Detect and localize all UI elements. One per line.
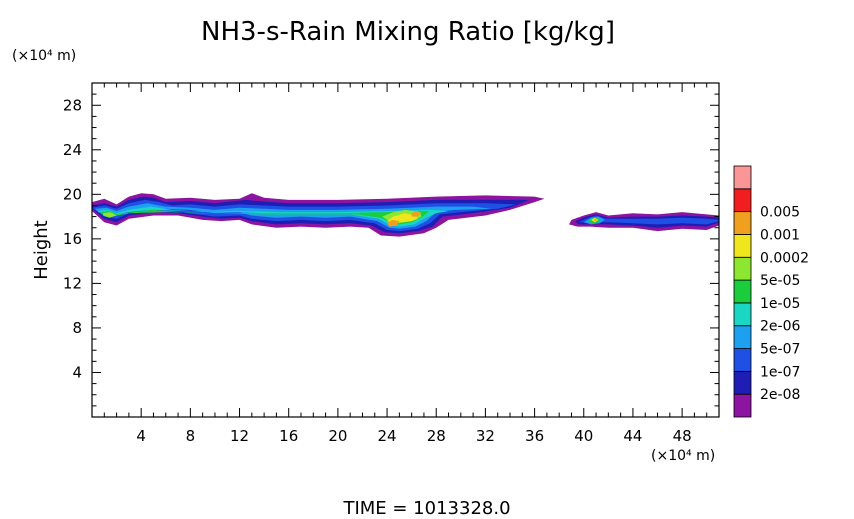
colorbar-swatch-0 [733, 393, 752, 418]
y-tick-label-20: 20 [63, 185, 82, 203]
colorbar-swatch-7 [733, 234, 752, 258]
colorbar-swatch-6 [733, 256, 752, 281]
time-footer: TIME = 1013328.0 [342, 498, 510, 519]
main-anvil-level-8-9 [387, 219, 400, 227]
colorbar-label-3: 5e-05 [760, 273, 800, 289]
colorbar-label-5: 2e-06 [760, 319, 800, 335]
y-tick-label-4: 4 [72, 363, 82, 381]
y-axis-label: Height [31, 220, 52, 280]
x-tick-label-44: 44 [623, 427, 642, 445]
east-cloud-level-2-13 [578, 215, 719, 225]
colorbar-swatch-10 [733, 165, 752, 190]
x-tick-label-12: 12 [230, 427, 249, 445]
x-tick-label-28: 28 [427, 427, 446, 445]
colorbar-swatch-4 [733, 302, 752, 327]
y-tick-label-24: 24 [63, 141, 82, 159]
colorbar-label-8: 2e-08 [760, 387, 800, 403]
main-anvil-level-5-5 [100, 209, 429, 225]
y-tick-label-8: 8 [72, 319, 82, 337]
main-anvil-level-4-4 [98, 206, 449, 227]
y-axis-unit: (×10⁴ m) [12, 48, 76, 64]
x-tick-label-24: 24 [378, 427, 397, 445]
colorbar-swatch-2 [733, 348, 752, 372]
main-anvil-level-7-8 [387, 213, 418, 223]
x-tick-label-8: 8 [186, 427, 196, 445]
colorbar-swatch-1 [733, 370, 752, 395]
x-tick-label-20: 20 [328, 427, 347, 445]
y-tick-label-28: 28 [63, 96, 82, 114]
main-anvil-level-6-6 [103, 212, 117, 218]
main-anvil-level-8-10 [411, 211, 422, 217]
y-tick-label-12: 12 [63, 274, 82, 292]
heatmap-regions [92, 193, 719, 237]
colorbar: 0.005 0.001 0.0002 5e-05 1e-05 2e-06 5e-07 1e-0… [733, 165, 809, 418]
colorbar-swatch-3 [733, 325, 752, 349]
axis-ticks [92, 83, 719, 417]
x-tick-label-40: 40 [574, 427, 593, 445]
colorbar-label-1: 0.001 [760, 227, 800, 243]
x-tick-label-32: 32 [476, 427, 495, 445]
x-tick-label-36: 36 [525, 427, 544, 445]
x-tick-label-4: 4 [136, 427, 146, 445]
colorbar-label-7: 1e-07 [760, 364, 800, 380]
colorbar-label-2: 0.0002 [760, 250, 809, 266]
colorbar-swatch-9 [733, 188, 752, 213]
colorbar-label-4: 1e-05 [760, 296, 800, 312]
colorbar-swatch-5 [733, 279, 752, 304]
y-tick-labels: 4 8 12 16 20 24 28 [63, 96, 82, 381]
east-cloud-level-8-17 [593, 218, 598, 222]
colorbar-swatch-8 [733, 211, 752, 235]
plot-frame [91, 82, 720, 418]
plot-area [91, 82, 720, 418]
colorbar-label-0: 0.005 [760, 205, 800, 221]
y-tick-label-16: 16 [63, 230, 82, 248]
plot-background [92, 83, 719, 417]
x-tick-labels: 4 8 12 16 20 24 28 32 36 40 44 48 [136, 427, 691, 445]
colorbar-label-6: 5e-07 [760, 342, 800, 358]
x-tick-label-16: 16 [279, 427, 298, 445]
chart-title: NH3-s-Rain Mixing Ratio [kg/kg] [201, 17, 615, 47]
x-axis-unit: (×10⁴ m) [651, 448, 715, 464]
x-tick-label-48: 48 [673, 427, 692, 445]
